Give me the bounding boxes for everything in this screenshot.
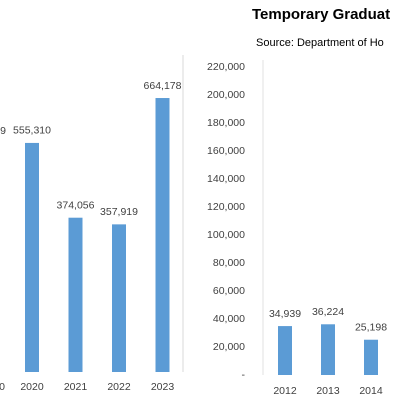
y-tick-label: 80,000 xyxy=(213,257,245,269)
bar xyxy=(278,326,292,375)
y-tick-label: 100,000 xyxy=(207,229,245,241)
chart-title: Temporary Graduat xyxy=(252,6,390,23)
y-tick-label: 200,000 xyxy=(207,89,245,101)
value-label: 664,178 xyxy=(144,80,182,92)
x-tick-label: 2020 xyxy=(20,381,44,393)
y-tick-label: 120,000 xyxy=(207,201,245,213)
y-tick-label: 180,000 xyxy=(207,117,245,129)
y-tick-label: 20,000 xyxy=(213,341,245,353)
value-label: 357,919 xyxy=(100,206,138,218)
y-tick-label: 40,000 xyxy=(213,313,245,325)
bar xyxy=(25,142,39,372)
y-tick-label: - xyxy=(242,369,246,381)
bar xyxy=(155,98,170,372)
cropped-label: 9 xyxy=(0,125,6,137)
value-label: 555,310 xyxy=(13,125,51,137)
y-tick-label: 140,000 xyxy=(207,173,245,185)
y-tick-label: 220,000 xyxy=(207,61,245,73)
y-tick-label: 160,000 xyxy=(207,145,245,157)
x-tick-label: 2013 xyxy=(316,385,340,397)
bar xyxy=(321,324,335,375)
x-tick-label: 2021 xyxy=(64,381,88,393)
value-label: 374,056 xyxy=(57,199,95,211)
x-tick-label: 2022 xyxy=(107,381,131,393)
x-tick-label: 2023 xyxy=(151,381,175,393)
bar xyxy=(112,224,126,372)
value-label: 25,198 xyxy=(355,322,387,334)
bar xyxy=(364,339,378,375)
value-label: 34,939 xyxy=(269,308,301,320)
y-tick-label: 60,000 xyxy=(213,285,245,297)
x-tick-label: 2012 xyxy=(273,385,297,397)
value-label: 36,224 xyxy=(312,306,344,318)
bar xyxy=(68,217,83,372)
cropped-label: 0 xyxy=(0,381,5,393)
chart-subtitle: Source: Department of Ho xyxy=(256,37,384,49)
x-tick-label: 2014 xyxy=(359,385,383,397)
